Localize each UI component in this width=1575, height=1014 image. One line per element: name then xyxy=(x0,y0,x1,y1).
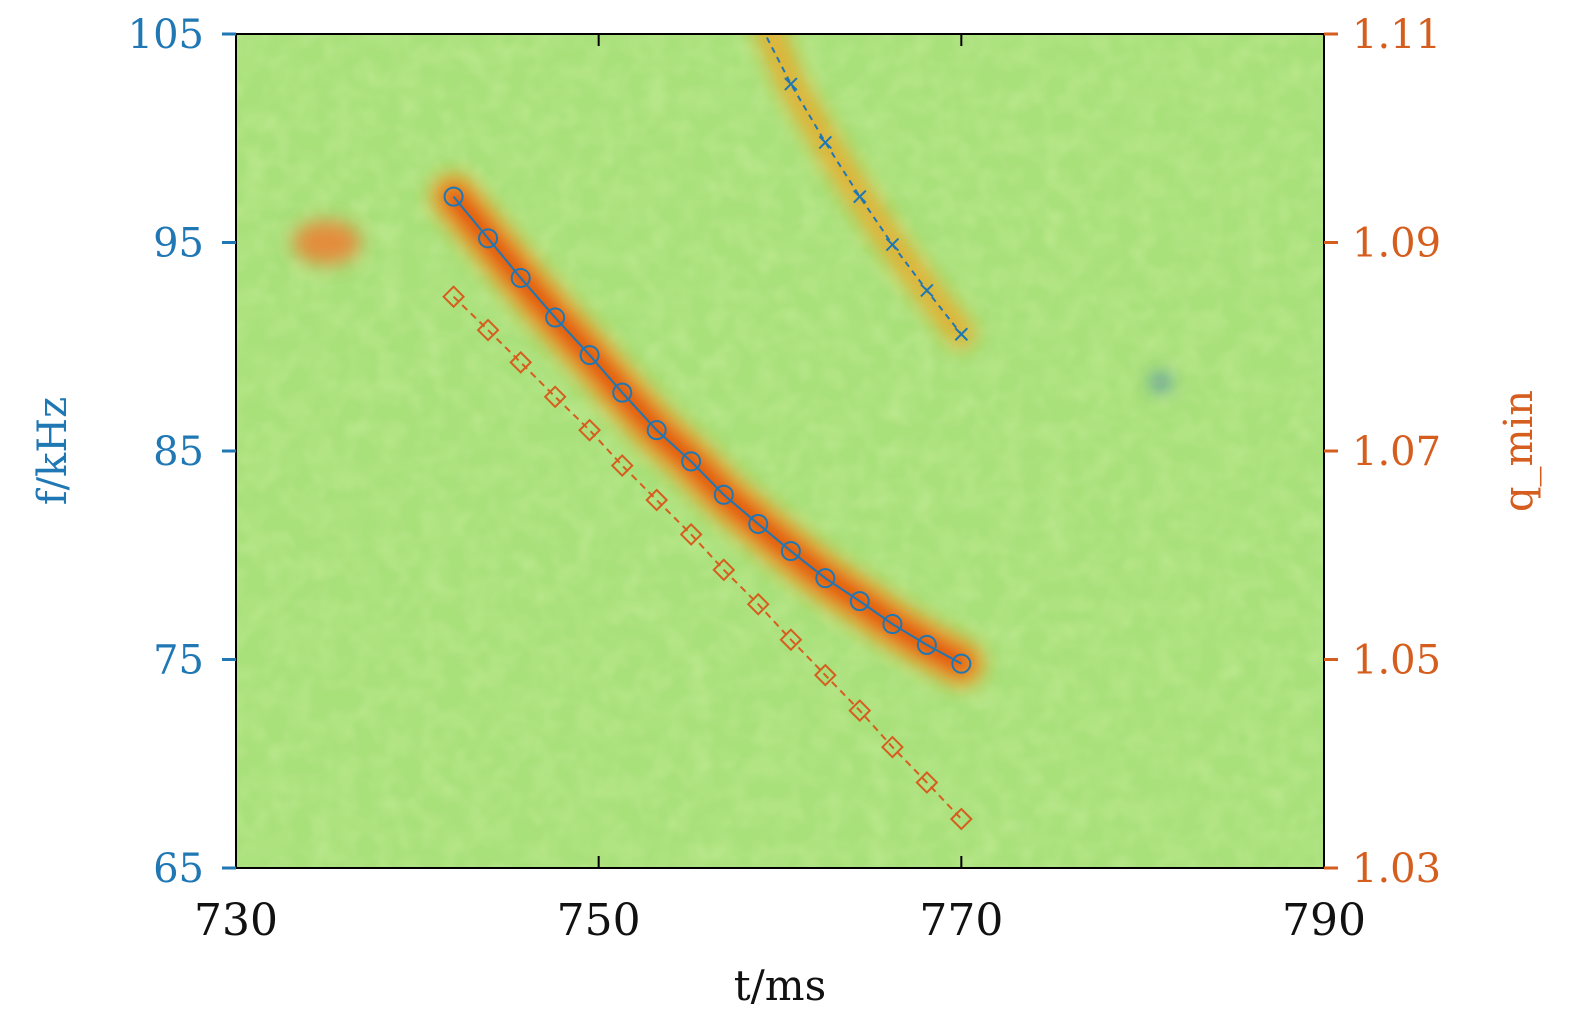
right-tick-label-4: 1.11 xyxy=(1352,12,1441,58)
circle-marker-15 xyxy=(951,653,972,674)
circle-marker-10 xyxy=(780,541,801,562)
diamond-marker-1 xyxy=(476,318,500,342)
circle-marker-12 xyxy=(849,591,870,612)
left-tick-label-0: 65 xyxy=(153,846,204,892)
diamond-marker-9 xyxy=(746,592,770,616)
cross-marker-3 xyxy=(885,237,900,252)
right-tick-label-3: 1.09 xyxy=(1352,221,1441,267)
ridge-left-blob xyxy=(292,220,361,265)
circle-marker-6 xyxy=(646,420,667,441)
x-tick-label-2: 770 xyxy=(919,895,1003,946)
left-tick-label-4: 105 xyxy=(128,12,204,58)
blue-spot xyxy=(1152,375,1169,390)
circle-marker-5 xyxy=(612,382,633,403)
diamond-marker-14 xyxy=(915,771,939,794)
left-tick-label-2: 85 xyxy=(153,429,204,475)
right-tick-label-0: 1.03 xyxy=(1352,846,1441,892)
diamond-marker-5 xyxy=(610,454,634,478)
diamond-marker-2 xyxy=(509,350,533,374)
x-tick-label-0: 730 xyxy=(194,895,278,946)
x-tick-label-3: 790 xyxy=(1282,895,1366,946)
diamond-marker-10 xyxy=(779,628,803,652)
x-axis: 730 750 770 790 xyxy=(194,34,1366,946)
diamond-marker-11 xyxy=(813,663,837,687)
circle-marker-8 xyxy=(713,484,734,505)
diamond-marker-15 xyxy=(949,807,973,831)
cross-marker-0 xyxy=(784,77,798,91)
spectrogram-background xyxy=(236,34,1324,868)
right-tick-label-1: 1.05 xyxy=(1352,638,1441,684)
left-tick-label-1: 75 xyxy=(153,638,204,684)
circle-marker-14 xyxy=(916,634,937,655)
series-layer xyxy=(442,34,973,831)
x-tick-label-1: 750 xyxy=(557,895,641,946)
diamond-marker-13 xyxy=(881,735,904,759)
circle-marker-2 xyxy=(510,267,531,288)
x-axis-label: t/ms xyxy=(734,961,826,1010)
circle-marker-0 xyxy=(443,186,464,207)
left-y-axis: 65 75 85 95 105 xyxy=(128,12,236,892)
circle-marker-1 xyxy=(478,228,499,249)
circle-marker-4 xyxy=(579,345,600,366)
cross-marker-5 xyxy=(954,327,969,341)
diamond-marker-4 xyxy=(578,418,602,442)
right-axis-label: q_min xyxy=(1496,390,1542,512)
diamond-marker-12 xyxy=(848,699,872,722)
diamond-marker-6 xyxy=(645,488,669,512)
left-axis-label: f/kHz xyxy=(30,397,76,505)
left-tick-label-3: 95 xyxy=(153,221,204,267)
circle-marker-13 xyxy=(882,614,903,635)
series-circle-line xyxy=(452,195,962,665)
diamond-marker-0 xyxy=(442,285,466,309)
circle-marker-3 xyxy=(545,307,566,328)
circle-marker-7 xyxy=(681,451,702,472)
cross-marker-2 xyxy=(853,189,867,204)
circle-marker-9 xyxy=(748,513,769,534)
circle-marker-11 xyxy=(815,568,836,589)
series-diamond-line xyxy=(452,295,963,820)
diamond-marker-3 xyxy=(543,385,567,409)
right-y-axis: 1.03 1.05 1.07 1.09 1.11 xyxy=(1324,12,1441,892)
cross-marker-4 xyxy=(920,283,934,298)
right-tick-label-2: 1.07 xyxy=(1352,429,1441,475)
diamond-marker-8 xyxy=(712,558,736,582)
diamond-marker-7 xyxy=(679,522,703,546)
cross-marker-1 xyxy=(818,135,833,150)
